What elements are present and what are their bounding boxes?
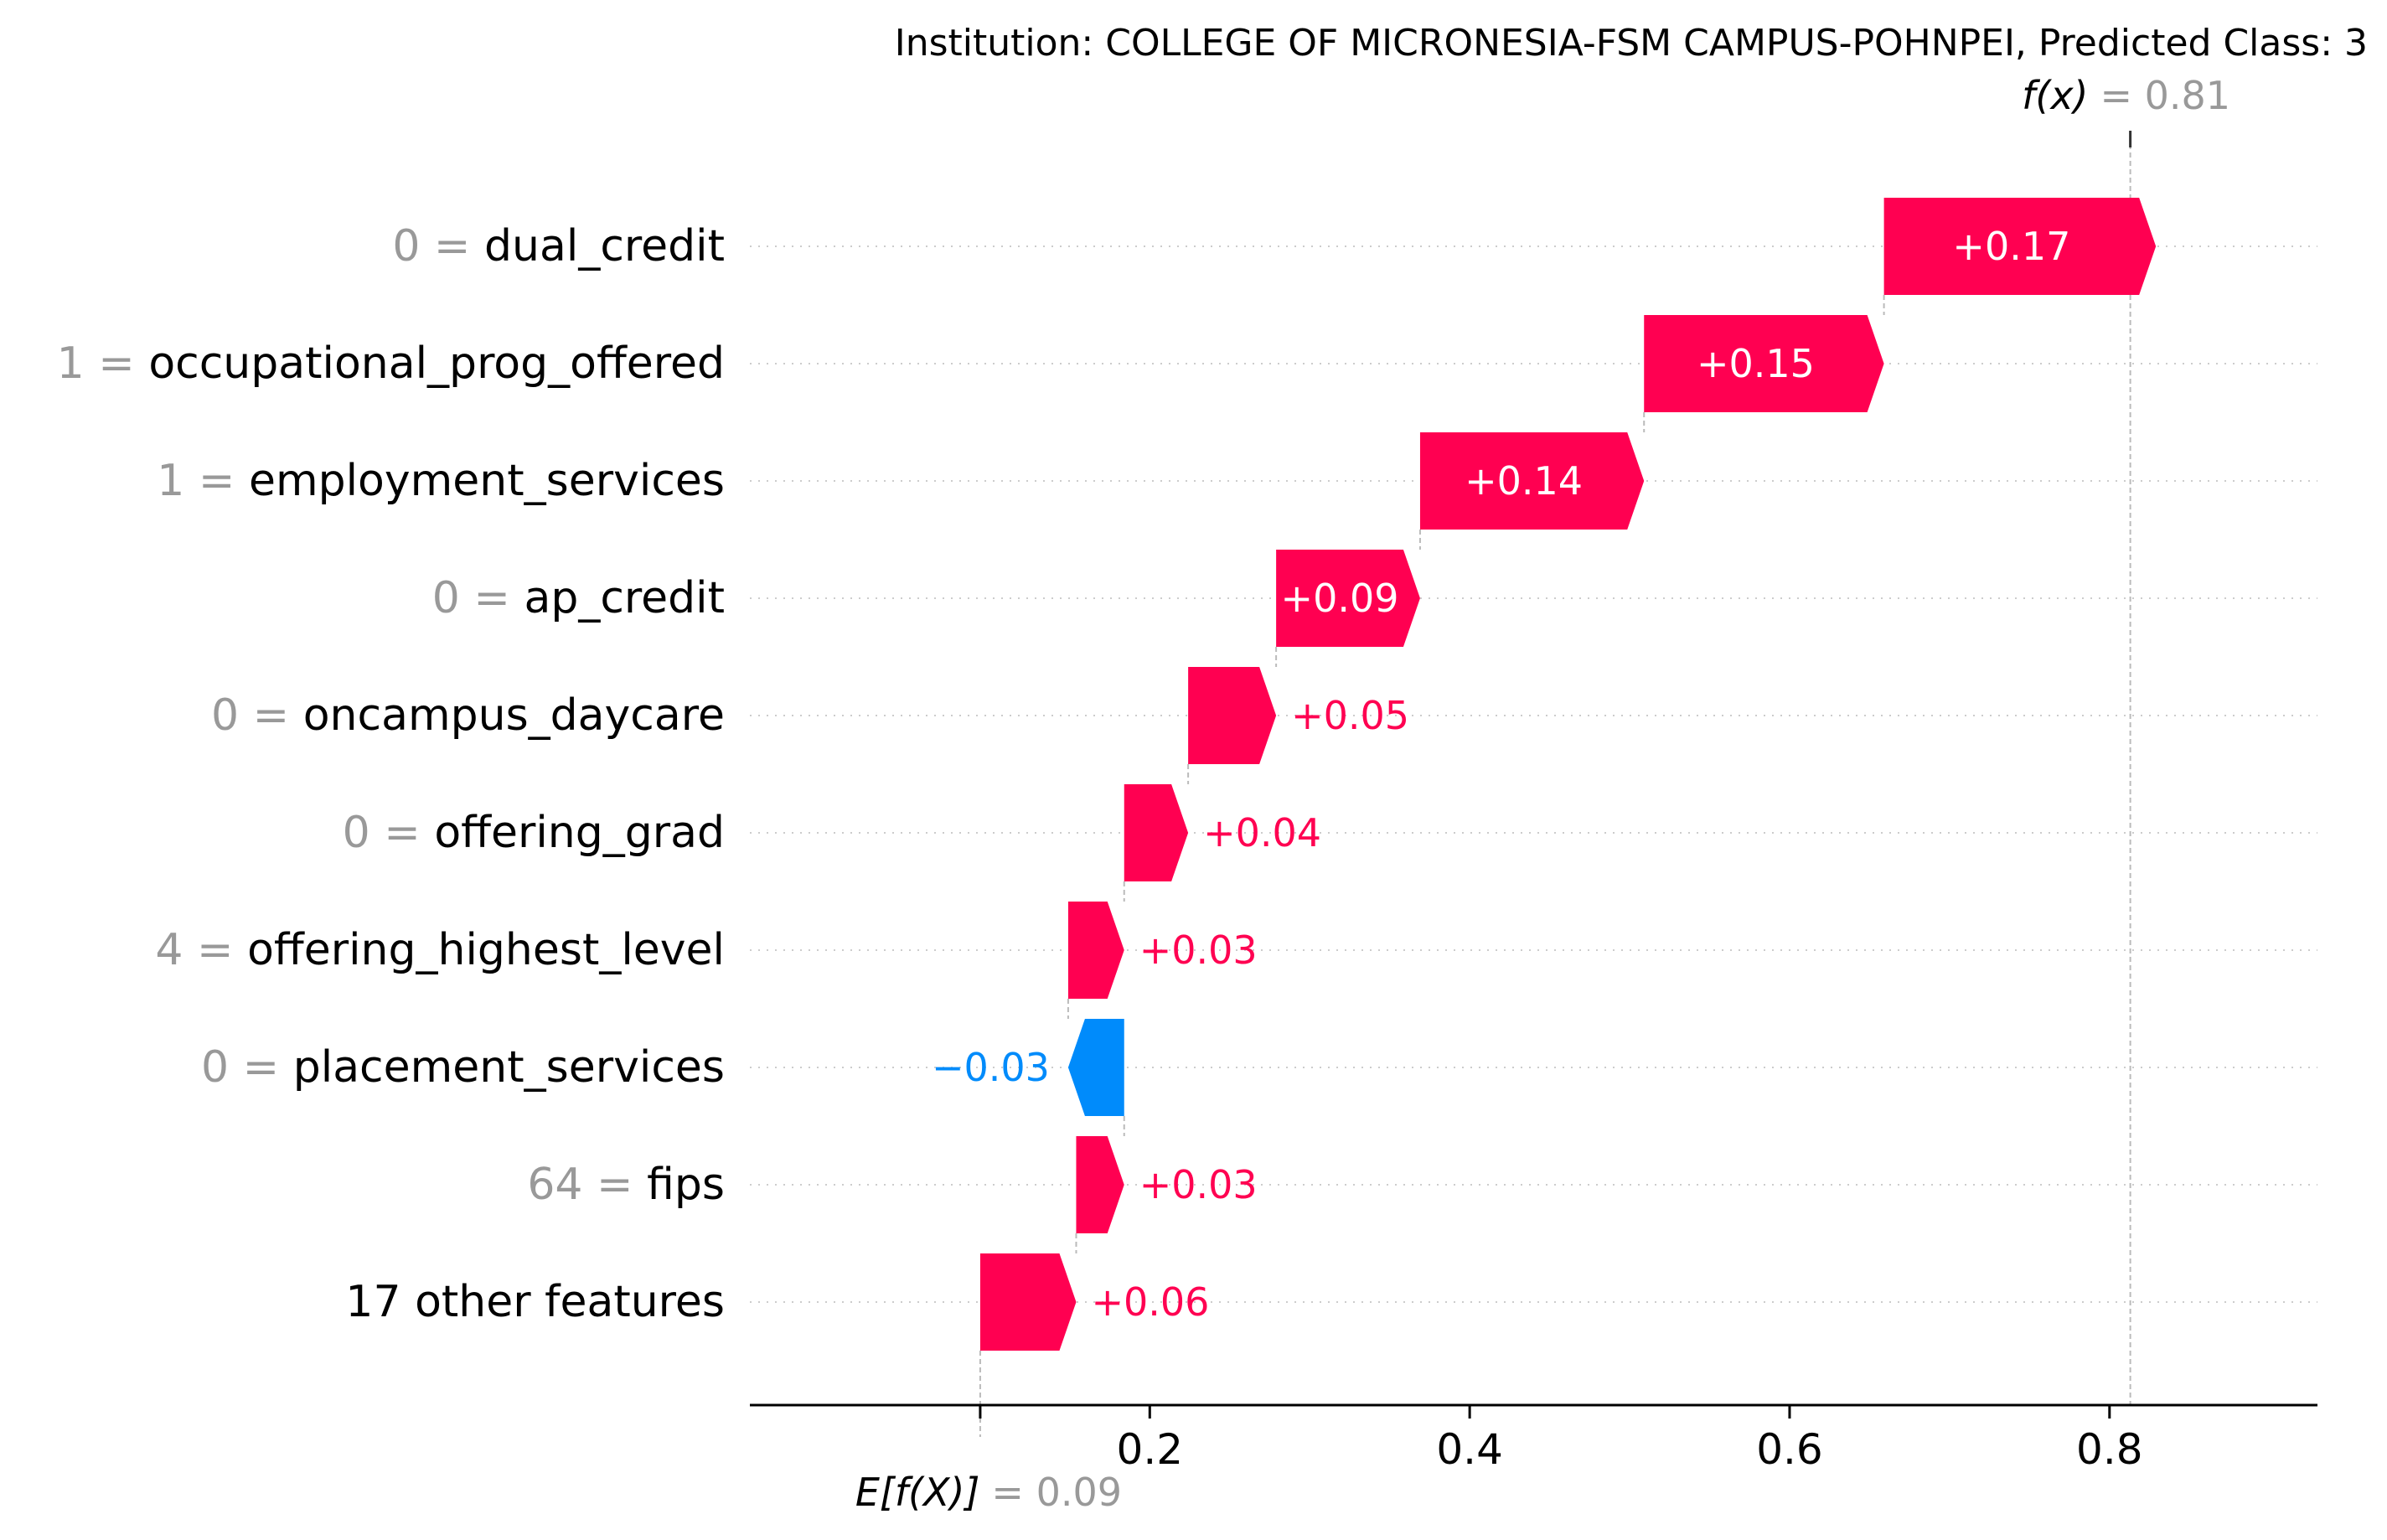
feature-label: 64 = fips [527, 1160, 725, 1210]
feature-label: 0 = ap_credit [432, 573, 725, 623]
feature-labels: 0 = dual_credit 1 = occupational_prog_off… [57, 221, 725, 1327]
contribution-bar [1276, 550, 1420, 647]
contribution-bar [979, 1253, 1077, 1351]
connector-lines [979, 131, 2132, 1437]
equals-sign: = [460, 573, 524, 623]
contribution-bar [1883, 198, 2157, 295]
equals-sign: = [184, 456, 249, 506]
equals-sign: = [583, 1160, 648, 1210]
equals-sign: = [183, 925, 247, 975]
equals-sign: = [420, 221, 484, 271]
contribution-label: +0.05 [1291, 693, 1409, 738]
feature-name: placement_services [293, 1042, 725, 1093]
feature-label: 17 other features [345, 1277, 725, 1327]
feature-value: 1 [157, 456, 184, 506]
feature-label: 1 = occupational_prog_offered [57, 338, 725, 389]
value-annotations: +0.17 +0.15 +0.14 +0.09 +0.05 +0.04 +0.03 −0.03… [855, 73, 2230, 1515]
chart-title: Institution: COLLEGE OF MICRONESIA-FSM C… [895, 22, 2368, 65]
contribution-bar [1067, 1019, 1124, 1116]
equals-sign: = [370, 808, 435, 858]
feature-name: employment_services [249, 456, 725, 506]
contribution-label: +0.14 [1465, 458, 1583, 504]
base-value-text: = 0.09 [991, 1470, 1122, 1515]
contribution-label: +0.06 [1091, 1279, 1209, 1325]
contribution-label: +0.15 [1697, 341, 1815, 386]
contribution-bar [1067, 902, 1124, 999]
feature-value: 0 [201, 1042, 229, 1093]
output-value-text: = 0.81 [2100, 73, 2230, 118]
row-gridlines [750, 245, 2317, 1303]
contribution-bar [1644, 315, 1884, 412]
feature-name: offering_highest_level [247, 925, 725, 975]
feature-label: 0 = oncampus_daycare [211, 690, 725, 741]
contribution-label: +0.17 [1952, 224, 2070, 269]
feature-value: 64 [527, 1160, 582, 1210]
contribution-bar [1124, 784, 1189, 881]
contribution-label: +0.04 [1203, 810, 1321, 855]
contribution-bars [979, 198, 2157, 1351]
feature-name: fips [647, 1160, 725, 1210]
feature-name: ap_credit [524, 573, 725, 623]
equals-sign: = [239, 690, 303, 741]
feature-name: dual_credit [484, 221, 725, 271]
feature-value: 0 [343, 808, 370, 858]
feature-value: 4 [155, 925, 183, 975]
feature-value: 0 [392, 221, 420, 271]
feature-value: 1 [57, 338, 85, 389]
contribution-label: −0.03 [932, 1045, 1050, 1090]
contribution-label: +0.09 [1281, 576, 1399, 621]
feature-value: 0 [211, 690, 239, 741]
contribution-bar [1188, 667, 1277, 764]
base-value-annotation: E[f(X)] = 0.09 [855, 1470, 1122, 1515]
feature-name: oncampus_daycare [303, 690, 725, 741]
feature-label: 0 = placement_services [201, 1042, 725, 1093]
contribution-label: +0.03 [1139, 928, 1258, 973]
x-tick-label: 0.6 [1756, 1425, 1823, 1474]
feature-label: 1 = employment_services [157, 456, 725, 506]
x-axis: 0.2 0.4 0.6 0.8 [750, 1403, 2317, 1474]
output-value-label: f(x) [2022, 73, 2088, 118]
feature-value: 0 [432, 573, 460, 623]
contribution-label: +0.03 [1139, 1162, 1258, 1207]
x-tick-label: 0.2 [1117, 1425, 1184, 1474]
equals-sign: = [229, 1042, 293, 1093]
base-value-label: E[f(X)] [855, 1470, 980, 1515]
feature-label: 0 = dual_credit [392, 221, 725, 271]
feature-name: offering_grad [434, 808, 725, 858]
contribution-bar [1076, 1136, 1124, 1233]
x-tick-label: 0.4 [1436, 1425, 1503, 1474]
feature-label: 4 = offering_highest_level [155, 925, 725, 975]
output-value-annotation: f(x) = 0.81 [2022, 73, 2230, 118]
feature-name: occupational_prog_offered [148, 338, 725, 389]
contribution-bar [1419, 432, 1645, 530]
x-tick-label: 0.8 [2076, 1425, 2143, 1474]
equals-sign: = [85, 338, 149, 389]
feature-name: 17 other features [345, 1277, 725, 1327]
feature-label: 0 = offering_grad [343, 808, 725, 858]
